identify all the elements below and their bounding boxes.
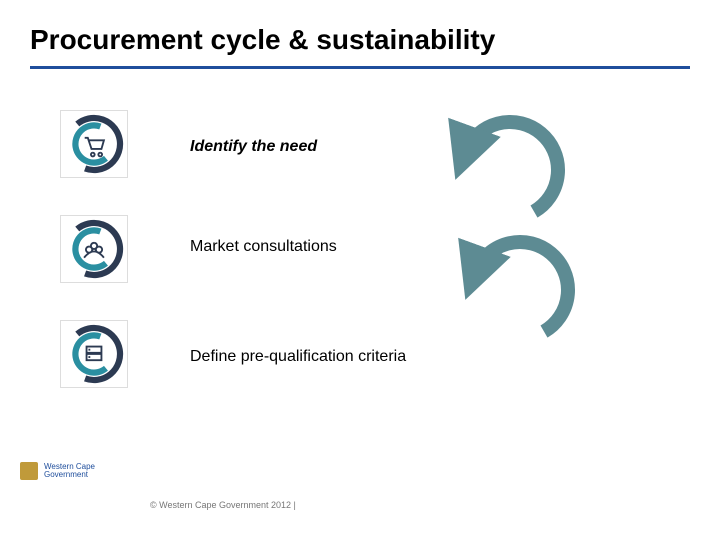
step-label-1: Identify the need (190, 138, 317, 156)
footer-copyright: © Western Cape Government 2012 | (150, 500, 296, 510)
flow-arrow-1 (465, 122, 558, 212)
flow-arrow-2 (475, 242, 568, 332)
step-icon-3 (60, 320, 128, 388)
step-label-3: Define pre-qualification criteria (190, 348, 406, 366)
step-icon-2 (60, 215, 128, 283)
title-underline (30, 66, 690, 69)
slide-title: Procurement cycle & sustainability (30, 24, 690, 56)
logo-mark (20, 462, 38, 480)
footer-logo: Western Cape Government (20, 462, 95, 480)
step-icon-1 (60, 110, 128, 178)
step-label-2: Market consultations (190, 238, 337, 256)
logo-line2: Government (44, 471, 95, 479)
